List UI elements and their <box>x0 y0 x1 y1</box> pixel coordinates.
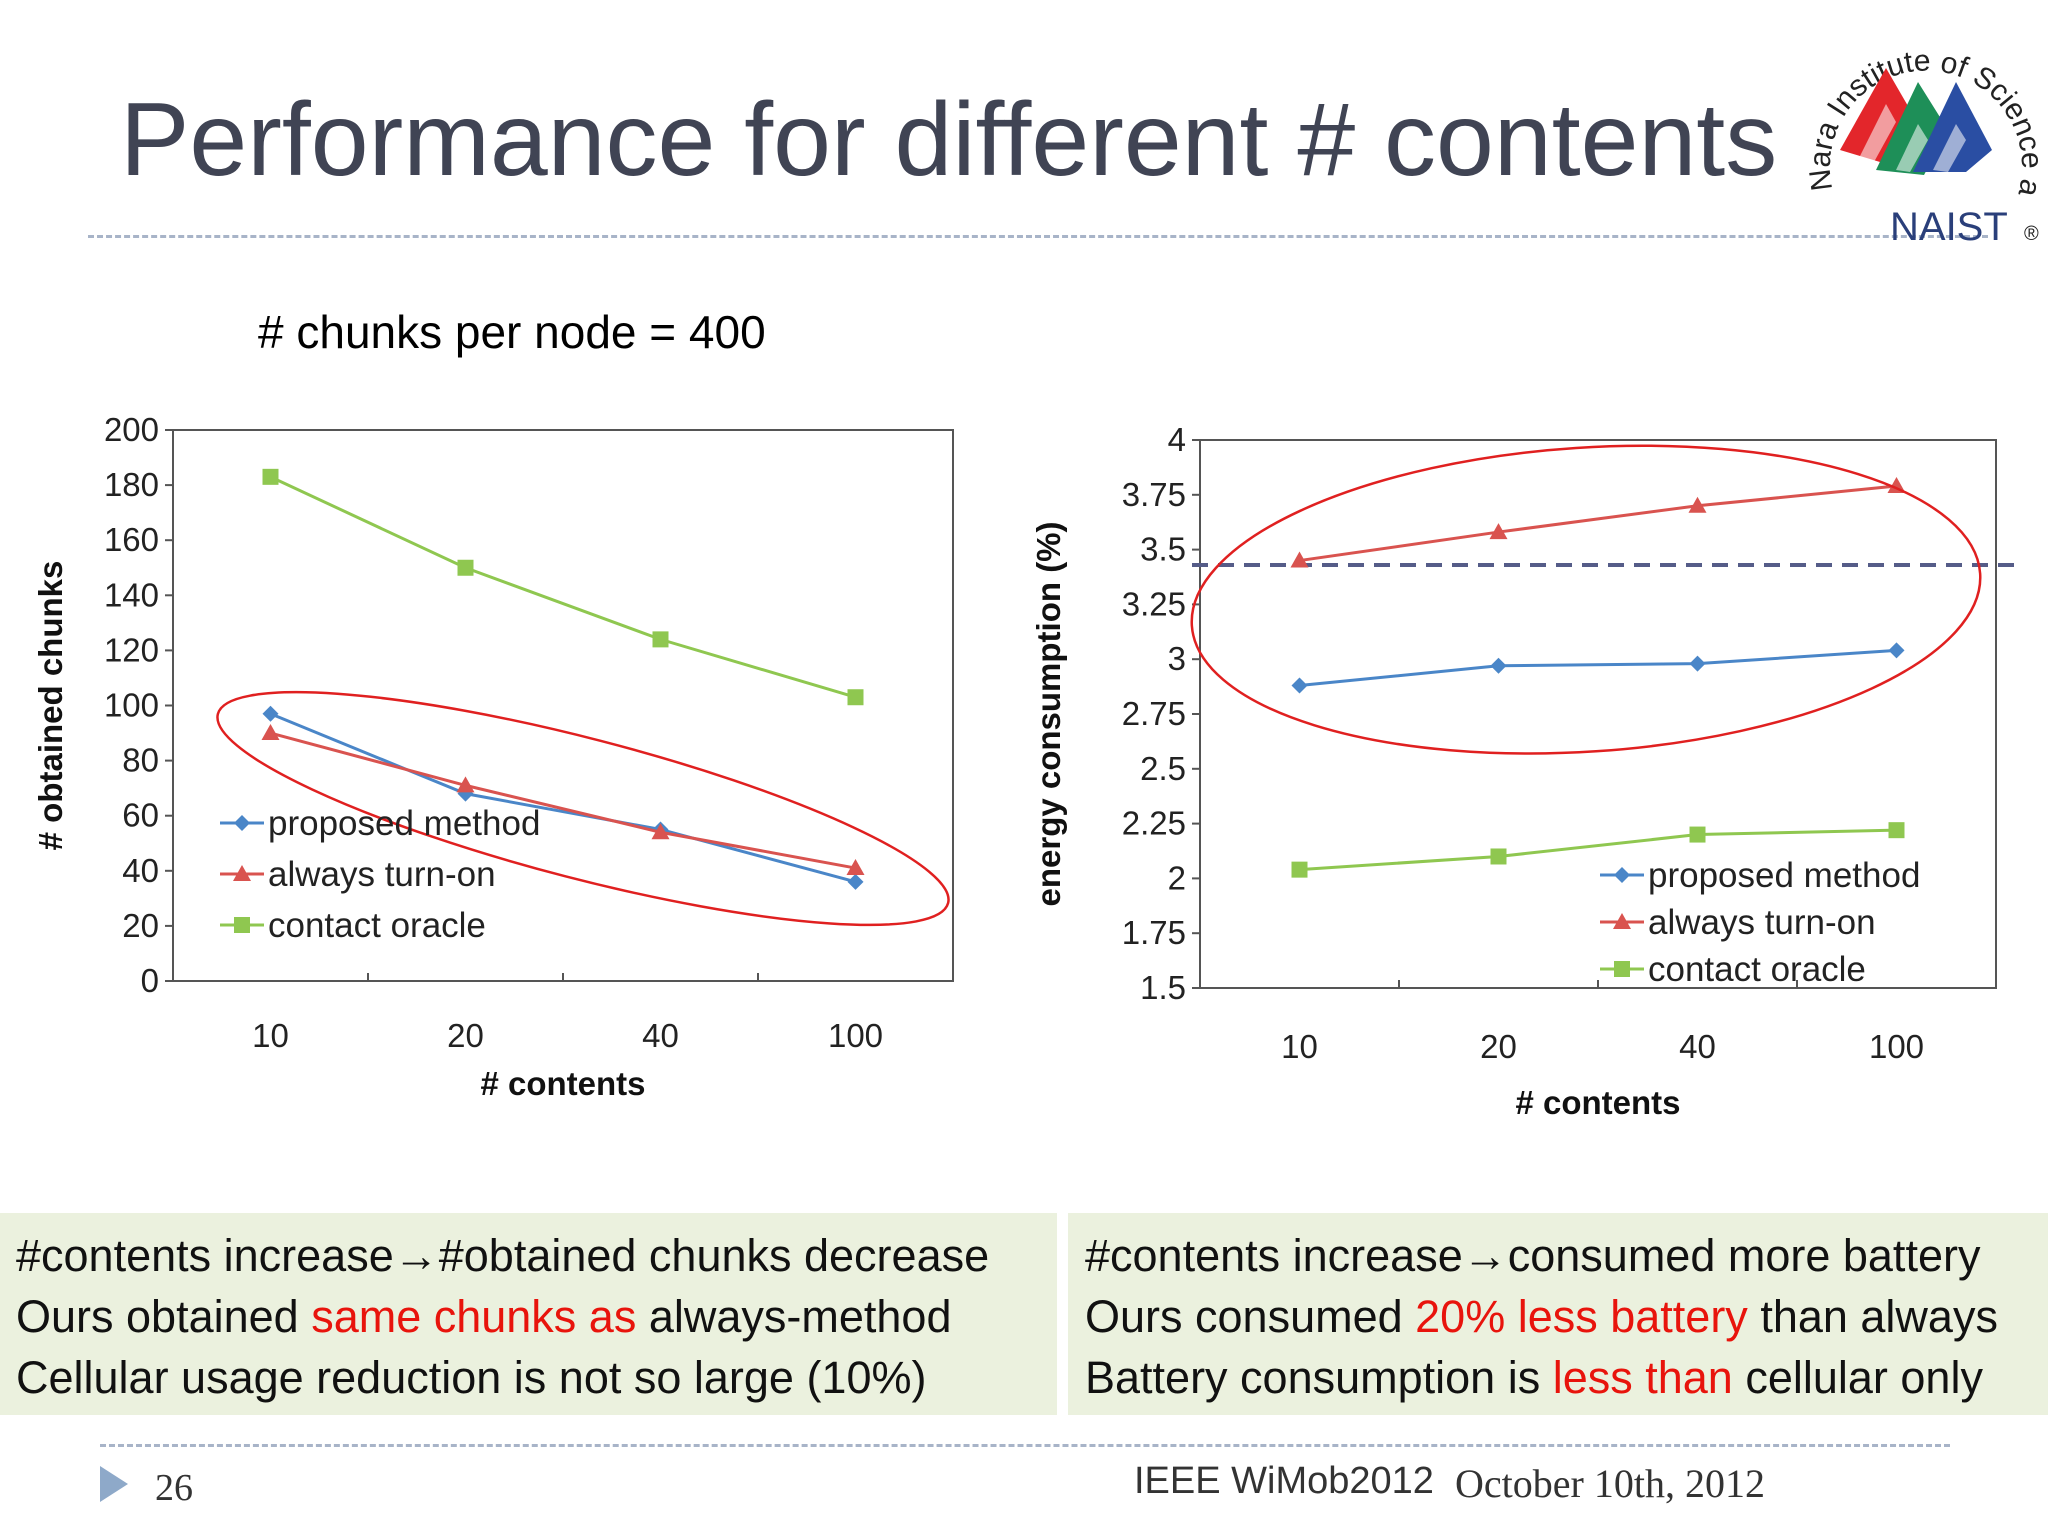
legend-label-contact-oracle: contact oracle <box>268 906 486 945</box>
footer-divider <box>100 1444 1950 1447</box>
series-line-always-turn-on <box>1299 484 1897 563</box>
naist-logo: Nara Institute of Science and Technology… <box>1770 0 2048 250</box>
series-line-contact-oracle <box>1299 828 1897 872</box>
right-summary-line-3: Battery consumption is less than cellula… <box>1085 1352 1983 1403</box>
y-tick-label: 1.5 <box>1140 969 1186 1006</box>
legend-label-always-turn-on: always turn-on <box>268 855 496 894</box>
data-point-always-turn-on <box>1688 496 1707 513</box>
legend-marker <box>1613 913 1631 929</box>
data-point-contact-oracle <box>1689 826 1706 843</box>
legend-label-always-turn-on: always turn-on <box>1648 903 1876 942</box>
data-point-always-turn-on <box>651 823 670 840</box>
y-tick-label: 140 <box>104 576 159 613</box>
conference-name: IEEE WiMob2012 <box>1134 1460 1434 1502</box>
footer-arrow-icon <box>100 1466 128 1502</box>
data-point-always-turn-on <box>261 724 280 741</box>
x-tick-label: 10 <box>1281 1028 1318 1065</box>
legend-label-proposed-method: proposed method <box>1648 856 1920 895</box>
left-summary-line-3: Cellular usage reduction is not so large… <box>16 1352 927 1403</box>
legend-marker <box>1614 867 1630 883</box>
highlight-ellipse <box>1190 444 1982 755</box>
series-line-always-turn-on <box>270 731 856 870</box>
data-point-contact-oracle <box>1490 848 1507 865</box>
data-point-contact-oracle <box>847 689 864 706</box>
x-tick-label: 20 <box>447 1017 484 1054</box>
slide-title: Performance for different # contents <box>120 82 1778 198</box>
data-point-proposed-method <box>1689 655 1706 672</box>
x-tick-label: 40 <box>642 1017 679 1054</box>
data-point-always-turn-on <box>1489 523 1508 540</box>
x-tick-label: 100 <box>1869 1028 1924 1065</box>
y-tick-label: 2 <box>1168 859 1186 896</box>
left-summary-line-2: Ours obtained same chunks as always-meth… <box>16 1291 952 1342</box>
y-tick-label: 180 <box>104 466 159 503</box>
left-summary-line-1: #contents increase→#obtained chunks decr… <box>16 1230 990 1281</box>
x-tick-label: 10 <box>252 1017 289 1054</box>
logo-registered-mark: ® <box>2024 223 2039 245</box>
x-tick-label: 20 <box>1480 1028 1517 1065</box>
y-tick-label: 40 <box>122 852 159 889</box>
data-point-always-turn-on <box>456 776 475 793</box>
data-point-contact-oracle <box>262 468 279 485</box>
y-tick-label: 2.25 <box>1122 805 1186 842</box>
obtained-chunks-chart: 0 20 40 60 80 100 120 140 160 180 200 10 20 40 100 # co… <box>20 395 980 1155</box>
data-point-contact-oracle <box>1888 822 1905 839</box>
data-point-proposed-method <box>262 705 279 722</box>
plot-area <box>172 429 954 982</box>
legend-marker <box>1614 961 1630 977</box>
y-tick-label: 3.25 <box>1122 585 1186 622</box>
legend-label-contact-oracle: contact oracle <box>1648 950 1866 989</box>
data-point-contact-oracle <box>457 559 474 576</box>
legend-marker <box>234 815 250 831</box>
y-tick-label: 2.75 <box>1122 695 1186 732</box>
data-point-contact-oracle <box>1291 861 1308 878</box>
legend-marker <box>234 917 250 933</box>
y-tick-label: 60 <box>122 797 159 834</box>
y-tick-label: 2.5 <box>1140 750 1186 787</box>
logo-name: NAIST <box>1890 205 2008 249</box>
y-tick-label: 200 <box>104 411 159 448</box>
left-summary-box: #contents increase→#obtained chunks decr… <box>0 1213 1057 1415</box>
presentation-date: October 10th, 2012 <box>1455 1461 1765 1506</box>
y-tick-label: 100 <box>104 687 159 724</box>
data-point-proposed-method <box>847 873 864 890</box>
data-point-always-turn-on <box>846 859 865 876</box>
title-divider <box>88 235 1988 238</box>
legend-marker <box>233 865 251 881</box>
series-line-contact-oracle <box>269 475 856 699</box>
data-point-proposed-method <box>1490 657 1507 674</box>
legend-label-proposed-method: proposed method <box>268 804 540 843</box>
y-axis-title: # obtained chunks <box>32 561 69 851</box>
series-line-proposed-method <box>269 712 856 884</box>
data-point-always-turn-on <box>1290 551 1309 568</box>
y-tick-label: 4 <box>1168 421 1186 458</box>
y-tick-label: 20 <box>122 907 159 944</box>
y-tick-label: 1.75 <box>1122 914 1186 951</box>
data-point-proposed-method <box>1888 642 1905 659</box>
y-tick-label: 3 <box>1168 640 1186 677</box>
right-summary-line-2: Ours consumed 20% less battery than alwa… <box>1085 1291 1998 1342</box>
y-tick-label: 120 <box>104 631 159 668</box>
data-point-contact-oracle <box>652 631 669 648</box>
energy-consumption-chart: 1.5 1.75 2 2.25 2.5 2.75 3 3.25 3.5 3.75 4 10 20 40 10… <box>1030 400 2048 1160</box>
y-tick-label: 160 <box>104 521 159 558</box>
y-tick-label: 0 <box>141 962 159 999</box>
highlight-ellipse <box>216 690 950 927</box>
y-axis-title: energy consumption (%) <box>1030 521 1067 906</box>
right-summary-line-1: #contents increase→consumed more battery <box>1085 1230 1981 1281</box>
x-tick-label: 40 <box>1679 1028 1716 1065</box>
series-line-proposed-method <box>1299 648 1897 687</box>
page-number: 26 <box>155 1467 193 1509</box>
y-tick-label: 3.5 <box>1140 531 1186 568</box>
chart-subtitle: # chunks per node = 400 <box>258 306 766 358</box>
x-axis-title: # contents <box>1515 1084 1680 1121</box>
plot-area <box>1199 439 1997 989</box>
x-axis-title: # contents <box>480 1065 645 1102</box>
y-tick-label: 80 <box>122 742 159 779</box>
x-tick-label: 100 <box>828 1017 883 1054</box>
data-point-proposed-method <box>1291 677 1308 694</box>
y-tick-label: 3.75 <box>1122 476 1186 513</box>
right-summary-box: #contents increase→consumed more battery… <box>1068 1213 2048 1415</box>
